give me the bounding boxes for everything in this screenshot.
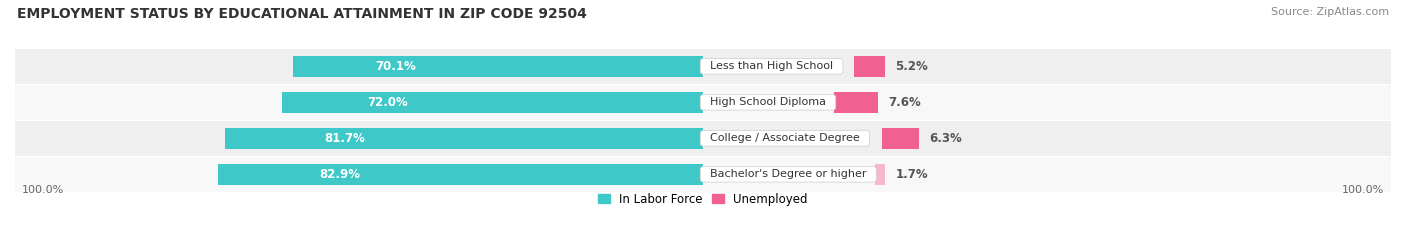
Text: Source: ZipAtlas.com: Source: ZipAtlas.com [1271,7,1389,17]
Text: 7.6%: 7.6% [889,96,921,109]
Bar [15,85,1391,120]
Bar [882,128,918,149]
Text: High School Diploma: High School Diploma [703,97,832,107]
Bar [875,164,884,185]
Text: 81.7%: 81.7% [325,132,366,145]
Text: 100.0%: 100.0% [22,185,65,195]
Bar [283,92,703,113]
Text: 100.0%: 100.0% [1341,185,1384,195]
Bar [15,122,806,155]
Bar [15,86,806,119]
Text: 82.9%: 82.9% [319,168,360,181]
Bar [292,56,703,77]
Legend: In Labor Force, Unemployed: In Labor Force, Unemployed [593,188,813,210]
Text: College / Associate Degree: College / Associate Degree [703,133,866,143]
Text: 70.1%: 70.1% [375,60,416,73]
Bar [15,49,1391,84]
Text: Less than High School: Less than High School [703,61,841,71]
Bar [225,128,703,149]
Bar [15,50,806,83]
Text: EMPLOYMENT STATUS BY EDUCATIONAL ATTAINMENT IN ZIP CODE 92504: EMPLOYMENT STATUS BY EDUCATIONAL ATTAINM… [17,7,586,21]
Bar [15,157,1391,192]
Bar [15,158,806,191]
Text: 1.7%: 1.7% [896,168,928,181]
Bar [15,121,1391,156]
Bar [855,56,884,77]
Text: 5.2%: 5.2% [896,60,928,73]
Bar [218,164,703,185]
Bar [834,92,879,113]
Text: 6.3%: 6.3% [929,132,962,145]
Text: Bachelor's Degree or higher: Bachelor's Degree or higher [703,169,873,179]
Text: 72.0%: 72.0% [367,96,408,109]
